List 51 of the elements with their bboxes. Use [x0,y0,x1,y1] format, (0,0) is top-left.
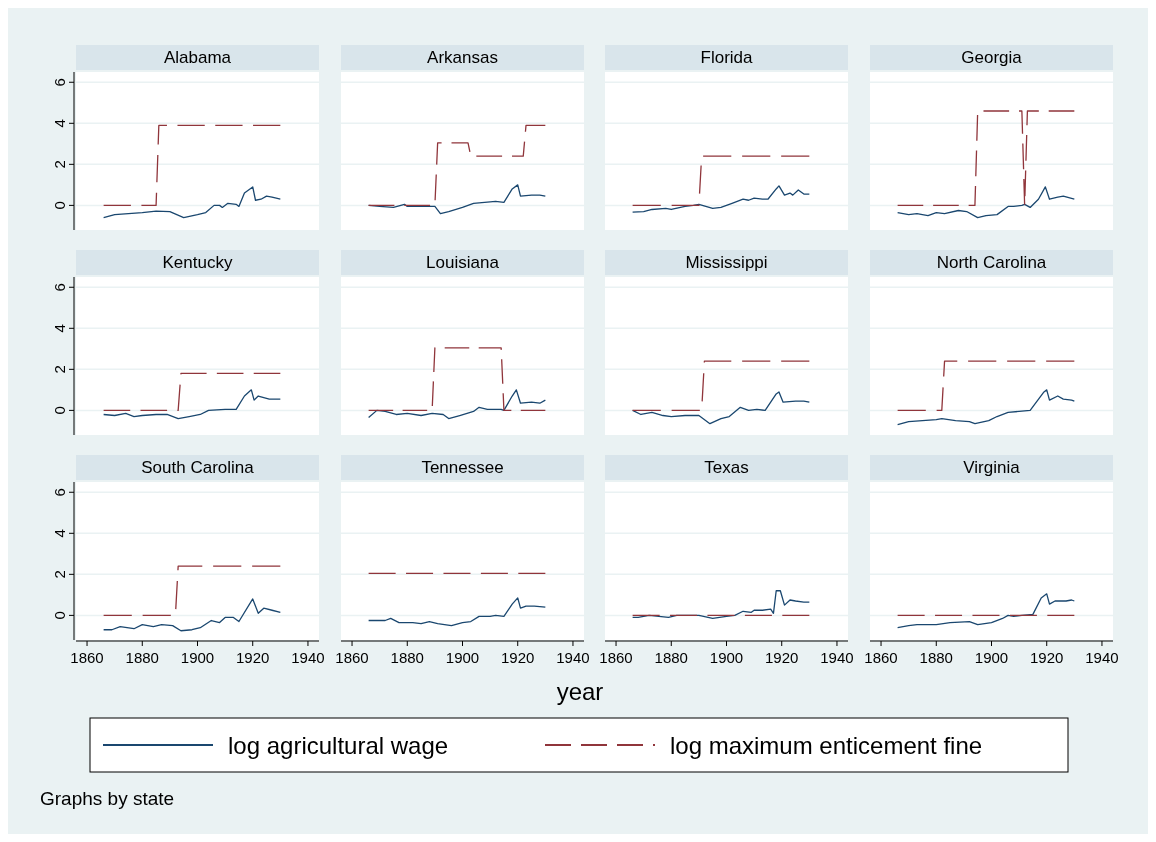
x-tick-label: 1880 [654,649,688,666]
y-tick-label: 6 [51,283,68,292]
x-tick-label: 1860 [599,649,633,666]
chart-title: Florida [700,48,754,67]
y-tick-label: 4 [51,324,68,333]
chart-title: Georgia [961,48,1023,67]
x-tick-label: 1920 [1030,649,1064,666]
x-tick-label: 1920 [765,649,799,666]
chart-title: Alabama [163,48,232,67]
x-tick-label: 1860 [864,649,898,666]
chart-title: North Carolina [936,253,1047,272]
line-series [102,186,281,219]
x-axis-title: year [556,678,604,705]
legend-label: log agricultural wage [228,732,449,759]
line-series [102,389,281,420]
chart-title: Tennessee [421,458,504,477]
chart-title: South Carolina [141,458,255,477]
x-tick-label: 1900 [974,649,1009,666]
x-tick-label: 1940 [291,649,325,666]
x-tick-label: 1880 [919,649,953,666]
text: Graphs by state [40,788,175,809]
x-tick-label: 1900 [180,649,215,666]
chart-title: Louisiana [426,253,500,272]
y-tick-label: 2 [51,160,68,169]
chart-title: Virginia [963,458,1021,477]
y-tick-label: 4 [51,119,68,128]
x-tick-label: 1940 [820,649,854,666]
y-tick-label: 6 [51,488,68,497]
x-tick-label: 1940 [556,649,590,666]
x-tick-label: 1900 [445,649,480,666]
chart-title: Texas [704,458,749,477]
x-tick-label: 1940 [1085,649,1119,666]
x-tick-label: 1900 [709,649,744,666]
y-tick-label: 6 [51,78,68,87]
y-tick-label: 4 [51,529,68,538]
x-tick-label: 1880 [125,649,159,666]
x-tick-label: 1860 [70,649,104,666]
y-tick-label: 0 [51,201,68,210]
legend-label: log maximum enticement fine [670,732,983,759]
chart-title: Arkansas [427,48,498,67]
line-series [102,598,281,632]
x-tick-label: 1920 [501,649,535,666]
y-tick-label: 0 [51,406,68,415]
chart-title: Kentucky [162,253,233,272]
x-tick-label: 1860 [335,649,369,666]
x-tick-label: 1920 [236,649,270,666]
y-tick-label: 2 [51,570,68,579]
x-tick-label: 1880 [390,649,424,666]
y-tick-label: 0 [51,611,68,620]
chart-title: Mississippi [685,253,768,272]
y-tick-label: 2 [51,365,68,374]
